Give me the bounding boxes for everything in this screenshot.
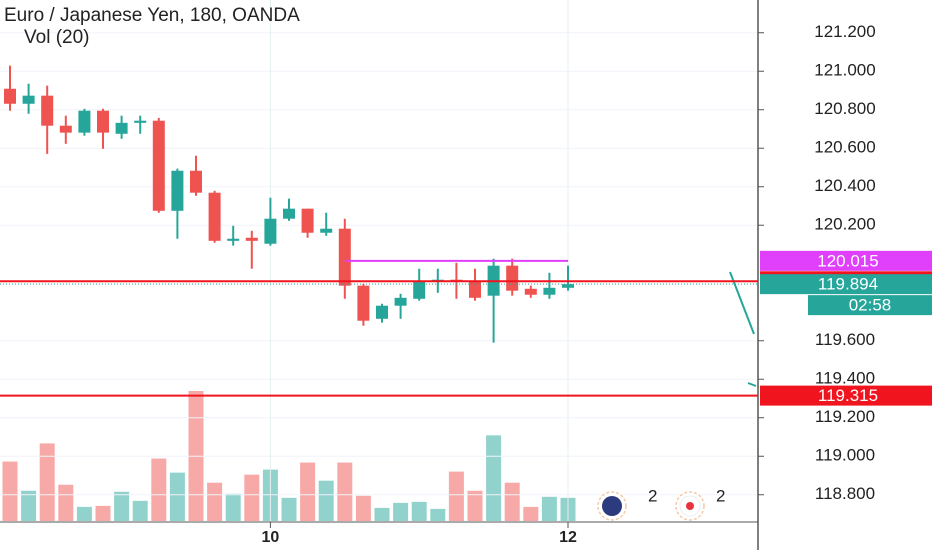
volume-bar — [318, 480, 334, 521]
countdown: 02:58 — [849, 296, 892, 315]
candle-body — [78, 110, 91, 133]
event-badge[interactable]: 2 — [675, 486, 725, 521]
candle-body — [524, 288, 537, 295]
y-tick-label: 119.000 — [815, 446, 875, 465]
volume-bar — [225, 493, 241, 521]
volume-layer — [2, 391, 576, 521]
candle-body — [97, 110, 109, 133]
candle-body — [227, 238, 240, 241]
candle-body — [152, 120, 165, 211]
candle-body — [320, 228, 333, 233]
candle-body — [41, 95, 54, 126]
volume-bar — [95, 505, 111, 521]
y-tick-label: 121.000 — [814, 61, 875, 80]
y-tick-label: 119.600 — [815, 330, 875, 349]
y-tick-label: 120.400 — [814, 176, 875, 195]
volume-bar — [244, 474, 260, 521]
candle-body — [376, 305, 388, 319]
x-tick-label: 10 — [262, 529, 280, 546]
y-tick-label: 120.800 — [814, 99, 875, 118]
candle-body — [394, 297, 407, 306]
volume-bar — [76, 506, 92, 521]
price-label-bg — [760, 385, 932, 406]
volume-bar — [374, 507, 390, 521]
drawing-line — [747, 382, 757, 387]
candle-body — [134, 120, 147, 123]
volume-bar — [151, 458, 167, 521]
y-tick-label: 121.200 — [814, 22, 875, 41]
price-label: 120.015 — [817, 251, 878, 270]
candle-body — [208, 192, 221, 241]
candle-body — [4, 88, 16, 104]
badge-count: 2 — [648, 486, 657, 505]
price-label: 119.894 — [818, 275, 878, 294]
candle-body — [543, 287, 556, 295]
candle-body — [22, 95, 35, 104]
volume-bar — [486, 435, 502, 521]
y-tick-label: 119.400 — [815, 369, 875, 388]
y-tick-label: 120.600 — [814, 138, 875, 157]
volume-bar — [448, 471, 464, 521]
candle-body — [301, 208, 314, 233]
volume-bar — [504, 482, 520, 521]
volume-bar — [207, 482, 223, 521]
chart-title: Euro / Japanese Yen, 180, OANDA — [4, 5, 300, 26]
candle-body — [413, 280, 426, 299]
volume-label: Vol (20) — [24, 27, 89, 48]
candle-body — [171, 170, 184, 211]
volume-bar — [411, 501, 427, 521]
jp-dot — [686, 502, 694, 510]
volume-bar — [523, 506, 539, 521]
candle-body — [562, 284, 574, 288]
candle-body — [283, 208, 295, 219]
candle-body — [469, 280, 481, 298]
price-label-bg — [760, 274, 932, 295]
candle-body — [59, 125, 72, 133]
volume-bar — [337, 462, 353, 521]
volume-bar — [300, 462, 316, 521]
volume-bar — [281, 497, 297, 521]
volume-bar — [58, 484, 74, 521]
x-tick-label: 12 — [559, 529, 577, 546]
candle-body — [357, 285, 370, 321]
volume-bar — [355, 495, 371, 521]
volume-bar — [39, 443, 55, 521]
candle-body — [506, 265, 519, 291]
volume-bar — [393, 502, 409, 521]
volume-bar — [21, 490, 37, 521]
volume-bar — [467, 490, 483, 521]
volume-bar — [169, 472, 185, 521]
candle-body — [338, 228, 351, 286]
event-badge[interactable]: 2 — [597, 486, 657, 521]
y-tick-label: 119.200 — [815, 407, 875, 426]
volume-bar — [430, 508, 446, 521]
y-tick-label: 120.200 — [814, 215, 875, 234]
candle-body — [115, 122, 128, 134]
y-tick-label: 118.800 — [815, 484, 875, 503]
drawing-line — [729, 271, 755, 335]
price-label: 119.315 — [818, 386, 878, 405]
badge-count: 2 — [716, 486, 725, 505]
price-label-bg — [760, 250, 932, 271]
eu-icon — [602, 496, 622, 516]
volume-bar — [114, 491, 130, 521]
countdown-bg — [808, 295, 932, 316]
candle-body — [245, 237, 258, 241]
candle-body — [190, 170, 202, 193]
volume-bar — [132, 500, 148, 521]
candle-body — [264, 218, 277, 244]
volume-bar — [2, 461, 18, 521]
volume-bar — [541, 496, 557, 521]
